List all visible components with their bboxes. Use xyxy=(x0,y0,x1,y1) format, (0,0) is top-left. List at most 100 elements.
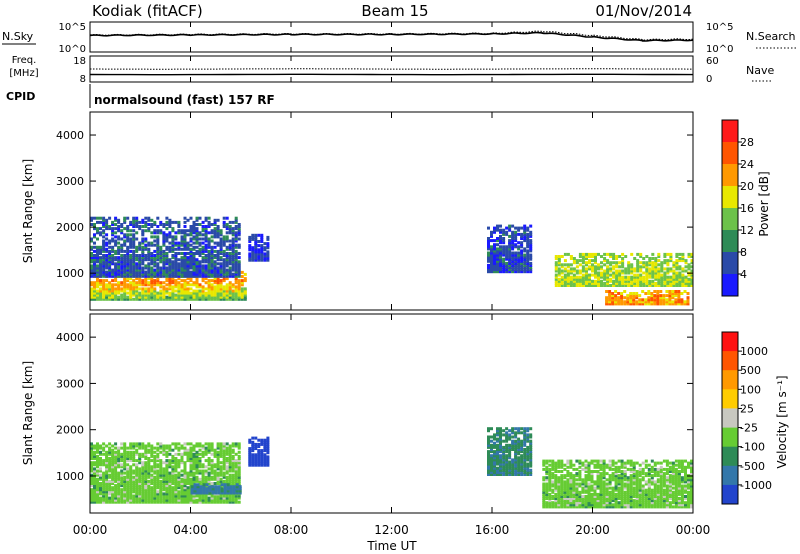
power-cell xyxy=(219,270,223,274)
velocity-cell xyxy=(183,477,187,481)
velocity-cell xyxy=(165,471,169,475)
power-cell xyxy=(171,243,175,247)
velocity-cell xyxy=(493,435,496,439)
velocity-cell xyxy=(563,499,567,503)
velocity-cell xyxy=(156,500,160,504)
power-cell xyxy=(529,224,533,228)
power-cell xyxy=(153,256,157,260)
power-cell xyxy=(490,268,493,272)
velocity-cell xyxy=(159,488,163,492)
velocity-cell xyxy=(499,458,502,462)
power-cell xyxy=(627,261,631,265)
power-cell xyxy=(581,259,585,263)
power-cell xyxy=(222,274,226,278)
power-cell xyxy=(690,255,694,258)
power-cell xyxy=(135,256,139,260)
velocity-cell xyxy=(499,470,502,474)
velocity-cell xyxy=(147,486,151,490)
power-cell xyxy=(210,247,214,251)
power-cell xyxy=(219,252,223,255)
velocity-cell xyxy=(551,461,555,465)
velocity-cell xyxy=(105,479,109,483)
velocity-cell xyxy=(93,471,96,475)
power-cell xyxy=(496,237,499,240)
velocity-cell xyxy=(599,484,603,488)
velocity-cell xyxy=(177,463,181,467)
velocity-cell xyxy=(234,471,238,475)
power-cell xyxy=(207,252,211,255)
velocity-cell xyxy=(186,448,190,452)
power-cell xyxy=(111,239,115,243)
power-cell xyxy=(114,266,118,270)
power-cell xyxy=(672,269,676,273)
power-cell xyxy=(111,237,115,241)
power-cell xyxy=(102,218,106,222)
power-cell xyxy=(93,225,96,228)
power-cell xyxy=(159,223,163,226)
velocity-cell xyxy=(120,457,124,460)
velocity-cell xyxy=(105,494,109,498)
velocity-cell xyxy=(117,463,121,467)
velocity-cell xyxy=(638,486,642,490)
power-cell xyxy=(105,291,109,295)
power-cell xyxy=(96,297,99,301)
power-cell xyxy=(606,259,610,263)
velocity-cell xyxy=(183,452,187,456)
velocity-cell xyxy=(590,474,594,478)
velocity-cell xyxy=(614,484,618,488)
power-cell xyxy=(150,279,154,283)
power-cell xyxy=(243,277,247,281)
power-cell xyxy=(581,261,585,265)
power-cell xyxy=(647,302,651,306)
power-cell xyxy=(117,274,121,278)
power-cell xyxy=(174,262,178,266)
velocity-cell xyxy=(632,503,636,507)
velocity-cell xyxy=(248,457,252,461)
velocity-cell xyxy=(141,461,145,465)
power-cell xyxy=(141,270,145,274)
power-cell xyxy=(117,258,121,262)
velocity-cell xyxy=(599,497,603,500)
power-cell xyxy=(144,289,148,293)
power-cell xyxy=(123,295,127,299)
velocity-cell xyxy=(505,439,509,443)
power-cell xyxy=(183,252,187,255)
velocity-cell xyxy=(183,486,187,490)
velocity-cell xyxy=(99,490,102,494)
velocity-cell xyxy=(168,459,172,463)
power-cell xyxy=(572,279,576,283)
velocity-cell xyxy=(180,498,184,502)
velocity-cell xyxy=(644,474,648,478)
velocity-cell xyxy=(123,448,127,452)
velocity-cell xyxy=(596,476,600,480)
power-cell xyxy=(141,220,145,224)
power-cell xyxy=(663,277,667,281)
power-cell xyxy=(108,249,112,253)
velocity-cell xyxy=(135,459,139,463)
power-cell xyxy=(93,295,96,299)
power-cell xyxy=(120,229,124,233)
power-cell xyxy=(523,237,527,240)
power-cell xyxy=(213,266,217,270)
velocity-cell xyxy=(201,454,205,458)
power-cell xyxy=(248,246,252,250)
velocity-cell xyxy=(138,475,142,479)
power-cell xyxy=(508,226,512,230)
power-cell xyxy=(645,263,649,267)
power-cell xyxy=(168,247,172,251)
velocity-cell xyxy=(560,482,564,486)
velocity-cell xyxy=(135,471,139,475)
velocity-cell xyxy=(96,457,99,460)
power-cell xyxy=(605,302,609,306)
power-cell xyxy=(105,262,109,266)
velocity-cell xyxy=(602,497,606,500)
power-cell xyxy=(222,295,226,299)
velocity-cell xyxy=(102,477,106,481)
velocity-cell xyxy=(207,500,211,504)
velocity-cell xyxy=(120,484,124,488)
nave-tick-high: 60 xyxy=(706,56,719,67)
power-cell xyxy=(517,241,521,245)
velocity-cell xyxy=(617,467,621,471)
power-cell xyxy=(183,266,187,270)
power-cell xyxy=(526,249,530,253)
